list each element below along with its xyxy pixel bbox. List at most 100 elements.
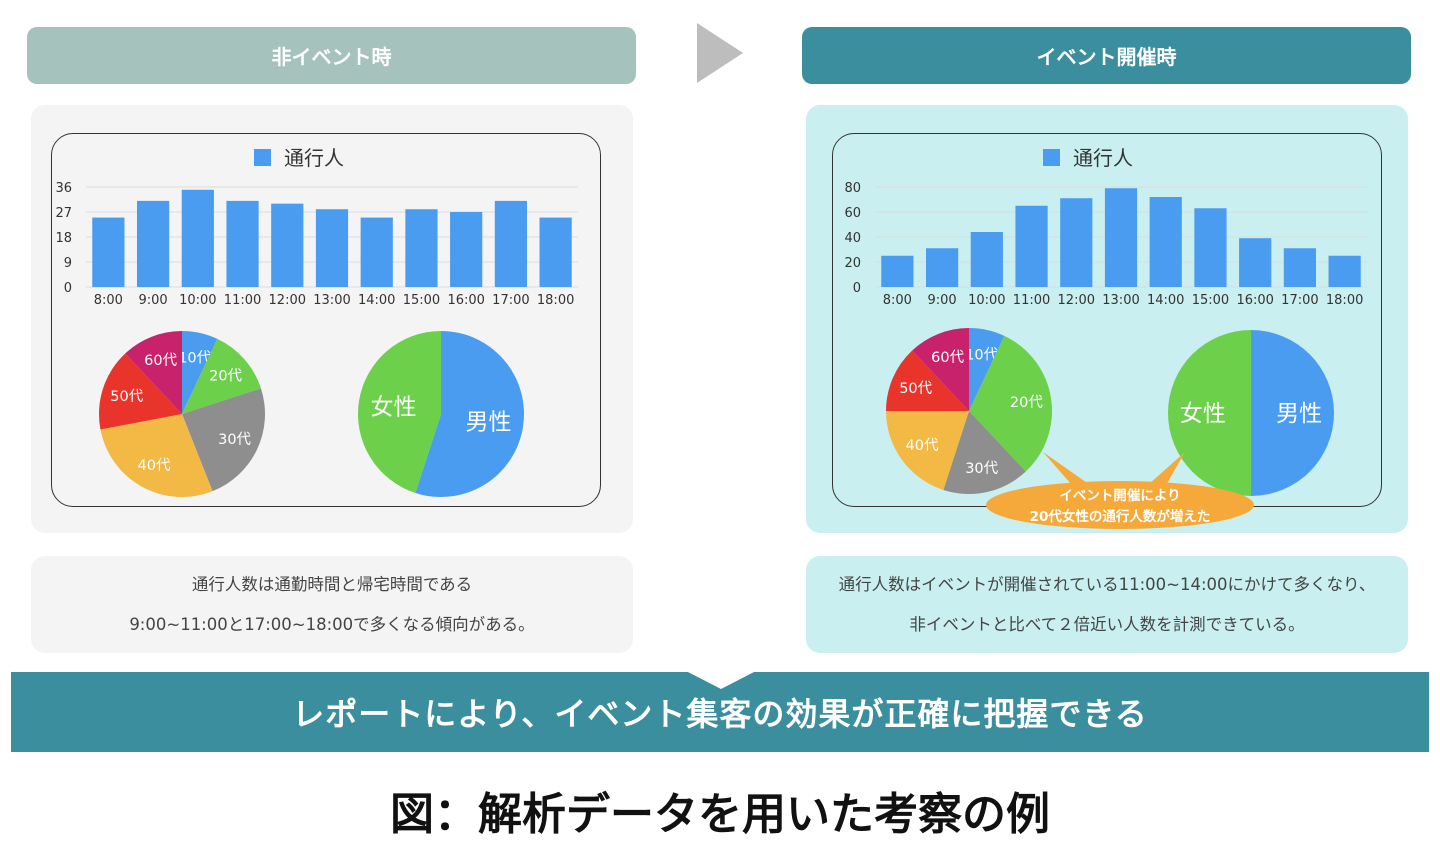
x-tick-label: 9:00	[927, 293, 956, 308]
bar	[539, 217, 572, 287]
pie-label: 40代	[138, 457, 171, 474]
x-tick-label: 8:00	[883, 293, 912, 308]
bar	[1194, 208, 1227, 287]
legend-swatch	[254, 149, 271, 166]
pie-slice	[100, 414, 213, 497]
x-tick-label: 18:00	[1326, 293, 1363, 308]
pie-label: 男性	[1276, 401, 1322, 427]
x-tick-label: 18:00	[537, 293, 574, 308]
bar	[405, 209, 438, 287]
pie-slice	[125, 331, 182, 414]
pie-label: 50代	[899, 380, 932, 397]
bar	[494, 200, 528, 287]
x-tick-label: 16:00	[447, 293, 484, 308]
bar	[970, 232, 1003, 287]
pie-age-non-event: 10代 20代 30代 40代 50代 60代	[99, 331, 265, 497]
bar	[881, 255, 914, 287]
x-tick-label: 11:00	[1013, 293, 1050, 308]
x-tick-label: 15:00	[403, 293, 440, 308]
bar	[450, 212, 483, 287]
caption-non-event-line2: 9:00~11:00と17:00~18:00で多くなる傾向がある。	[129, 614, 535, 634]
conclusion-banner: レポートにより、イベント集客の効果が正確に把握できる	[11, 672, 1429, 752]
y-tick-label: 18	[55, 231, 72, 246]
bar	[271, 203, 304, 287]
banner-notch	[686, 671, 756, 689]
caption-event: 通行人数はイベントが開催されている11:00~14:00にかけて多くなり、 非イ…	[806, 556, 1408, 653]
header-event-label: イベント開催時	[1036, 45, 1177, 69]
x-tick-label: 8:00	[94, 293, 123, 308]
pie-slice	[357, 331, 441, 493]
x-tick-label: 17:00	[492, 293, 529, 308]
y-tick-label: 0	[853, 281, 861, 296]
pie-slice	[1168, 330, 1251, 496]
legend-label: 通行人	[1073, 146, 1133, 170]
x-tick-label: 16:00	[1236, 293, 1273, 308]
x-tick-label: 17:00	[1281, 293, 1318, 308]
y-tick-label: 27	[55, 206, 72, 221]
pie-label: 50代	[110, 388, 143, 405]
bar	[1239, 238, 1272, 287]
callout-bubble	[986, 481, 1254, 529]
pie-slice	[969, 328, 1005, 411]
y-tick-label: 80	[844, 181, 861, 196]
pie-label: 20代	[1010, 394, 1043, 411]
bar	[1060, 198, 1093, 287]
figure-title: 図：解析データを用いた考察の例	[390, 789, 1050, 840]
pie-label: 60代	[931, 349, 964, 366]
pie-slice	[415, 331, 524, 498]
pie-slice	[885, 411, 969, 490]
pie-slice	[886, 350, 969, 411]
bar	[1328, 255, 1361, 287]
caption-event-line1: 通行人数はイベントが開催されている11:00~14:00にかけて多くなり、	[838, 574, 1376, 594]
x-tick-label: 10:00	[968, 293, 1005, 308]
bar	[181, 189, 214, 287]
caption-event-line2: 非イベントと比べて２倍近い人数を計測できている。	[909, 614, 1305, 634]
x-tick-label: 14:00	[1147, 293, 1184, 308]
pie-label: 30代	[965, 460, 998, 477]
callout: イベント開催により 20代女性の通行人数が増えた	[986, 452, 1254, 529]
y-tick-label: 36	[55, 181, 72, 196]
y-tick-label: 40	[844, 231, 861, 246]
y-tick-label: 60	[844, 206, 861, 221]
bar-chart-non-event: 通行人 0 9 18 27 36 8:00 9:00 10:00 11:00 12:00 13:00 1…	[55, 146, 578, 308]
x-tick-label: 14:00	[358, 293, 395, 308]
arrow-right-icon	[697, 23, 743, 83]
x-tick-label: 10:00	[179, 293, 216, 308]
conclusion-banner-text: レポートにより、イベント集客の効果が正確に把握できる	[292, 695, 1148, 733]
pie-slice	[943, 411, 1026, 494]
pie-gender-non-event: 男性 女性	[357, 331, 524, 498]
pie-label: 女性	[370, 395, 416, 421]
bar	[925, 248, 959, 287]
callout-line2: 20代女性の通行人数が増えた	[1030, 508, 1211, 525]
bar	[226, 200, 259, 287]
pie-age-event: 10代 20代 30代 40代 50代 60代	[885, 328, 1052, 494]
bar	[360, 217, 393, 287]
pie-label: 男性	[466, 410, 512, 436]
pie-slice	[969, 335, 1052, 472]
pie-label: 60代	[144, 352, 177, 369]
bar	[1149, 197, 1182, 287]
bar	[1283, 248, 1317, 287]
pie-label: 40代	[906, 437, 939, 454]
pie-gender-event: 男性 女性	[1168, 330, 1334, 496]
x-tick-label: 9:00	[138, 293, 167, 308]
y-tick-label: 9	[64, 256, 72, 271]
pie-label: 10代	[178, 349, 211, 366]
x-tick-label: 13:00	[1102, 293, 1139, 308]
caption-non-event-line1: 通行人数は通勤時間と帰宅時間である	[191, 574, 473, 594]
pie-slice	[182, 338, 261, 414]
bar	[136, 200, 170, 287]
pie-slice	[182, 388, 265, 492]
legend-swatch	[1043, 149, 1060, 166]
pie-label: 10代	[965, 346, 998, 363]
pie-slice	[912, 328, 969, 411]
x-tick-label: 12:00	[269, 293, 306, 308]
legend-label: 通行人	[284, 146, 344, 170]
header-non-event-label: 非イベント時	[271, 45, 392, 69]
bar	[315, 209, 349, 287]
header-event: イベント開催時	[802, 27, 1411, 84]
chart-frame-non-event	[51, 133, 601, 507]
bar-chart-event: 通行人 0 20 40 60 80 8:00 9:00 10:00 11:00 12:00 13:00…	[844, 146, 1367, 308]
bar	[1104, 188, 1138, 287]
